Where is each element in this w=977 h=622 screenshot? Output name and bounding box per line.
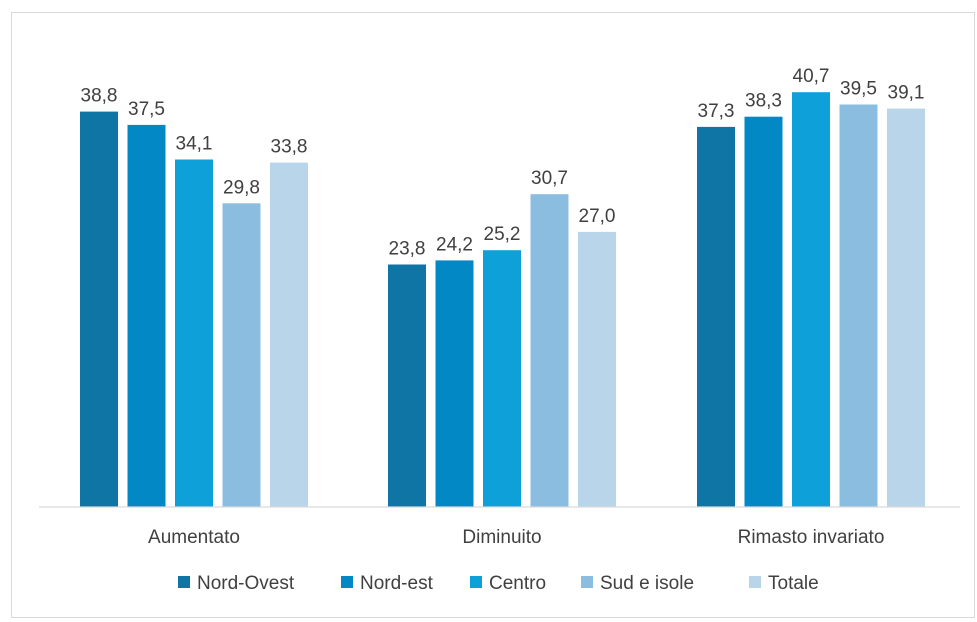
bar-2-1: [744, 116, 783, 507]
value-label-1-3: 30,7: [531, 168, 568, 189]
value-label-1-2: 25,2: [484, 224, 521, 245]
legend-swatch-4: [749, 576, 761, 588]
bar-0-2: [175, 159, 213, 507]
bar-1-1: [435, 260, 474, 507]
legend-label-2: Centro: [489, 573, 546, 594]
bar-1-4: [578, 231, 616, 507]
chart-frame: 38,8 37,5 34,1 29,8 33,8 23,8 24,2 25,2 30,7 27,0…: [11, 12, 975, 618]
value-label-0-3: 29,8: [223, 177, 260, 198]
value-label-2-0: 37,3: [698, 101, 735, 122]
value-label-0-1: 37,5: [128, 99, 165, 120]
value-labels-layer: 38,8 37,5 34,1 29,8 33,8 23,8 24,2 25,2 30,7 27,0…: [81, 66, 925, 259]
legend-swatch-2: [470, 576, 482, 588]
value-label-1-0: 23,8: [389, 239, 426, 260]
bar-2-3: [839, 104, 878, 507]
legend-label-0: Nord-Ovest: [197, 573, 295, 594]
bar-2-4: [887, 108, 925, 507]
bar-1-2: [483, 250, 521, 507]
value-label-1-1: 24,2: [436, 234, 473, 255]
category-label-0: Aumentato: [148, 527, 240, 548]
legend-swatch-3: [581, 576, 593, 588]
value-label-1-4: 27,0: [579, 206, 616, 227]
bar-0-4: [270, 162, 308, 507]
legend-swatch-0: [178, 576, 190, 588]
value-label-2-4: 39,1: [888, 83, 925, 104]
value-label-0-2: 34,1: [176, 134, 213, 155]
bar-1-0: [388, 264, 426, 507]
bar-2-2: [792, 92, 830, 507]
category-labels-layer: Aumentato Diminuito Rimasto invariato: [148, 527, 884, 548]
bar-0-3: [222, 203, 261, 508]
legend-label-4: Totale: [768, 573, 819, 594]
value-label-2-3: 39,5: [840, 79, 877, 100]
bar-1-3: [530, 194, 569, 507]
value-label-0-4: 33,8: [271, 137, 308, 158]
value-label-0-0: 38,8: [81, 86, 118, 107]
bar-chart: 38,8 37,5 34,1 29,8 33,8 23,8 24,2 25,2 30,7 27,0…: [39, 66, 960, 594]
legend: Nord-Ovest Nord-est Centro Sud e isole Total…: [178, 573, 819, 594]
value-label-2-2: 40,7: [793, 66, 830, 87]
bar-0-0: [80, 111, 118, 507]
legend-label-3: Sud e isole: [600, 573, 694, 594]
legend-swatch-1: [341, 576, 353, 588]
category-label-1: Diminuito: [462, 527, 541, 548]
bar-2-0: [697, 126, 735, 508]
legend-label-1: Nord-est: [360, 573, 434, 594]
category-label-2: Rimasto invariato: [738, 527, 885, 548]
value-label-2-1: 38,3: [745, 91, 782, 112]
bar-0-1: [127, 124, 166, 508]
bars-layer: [80, 92, 925, 508]
